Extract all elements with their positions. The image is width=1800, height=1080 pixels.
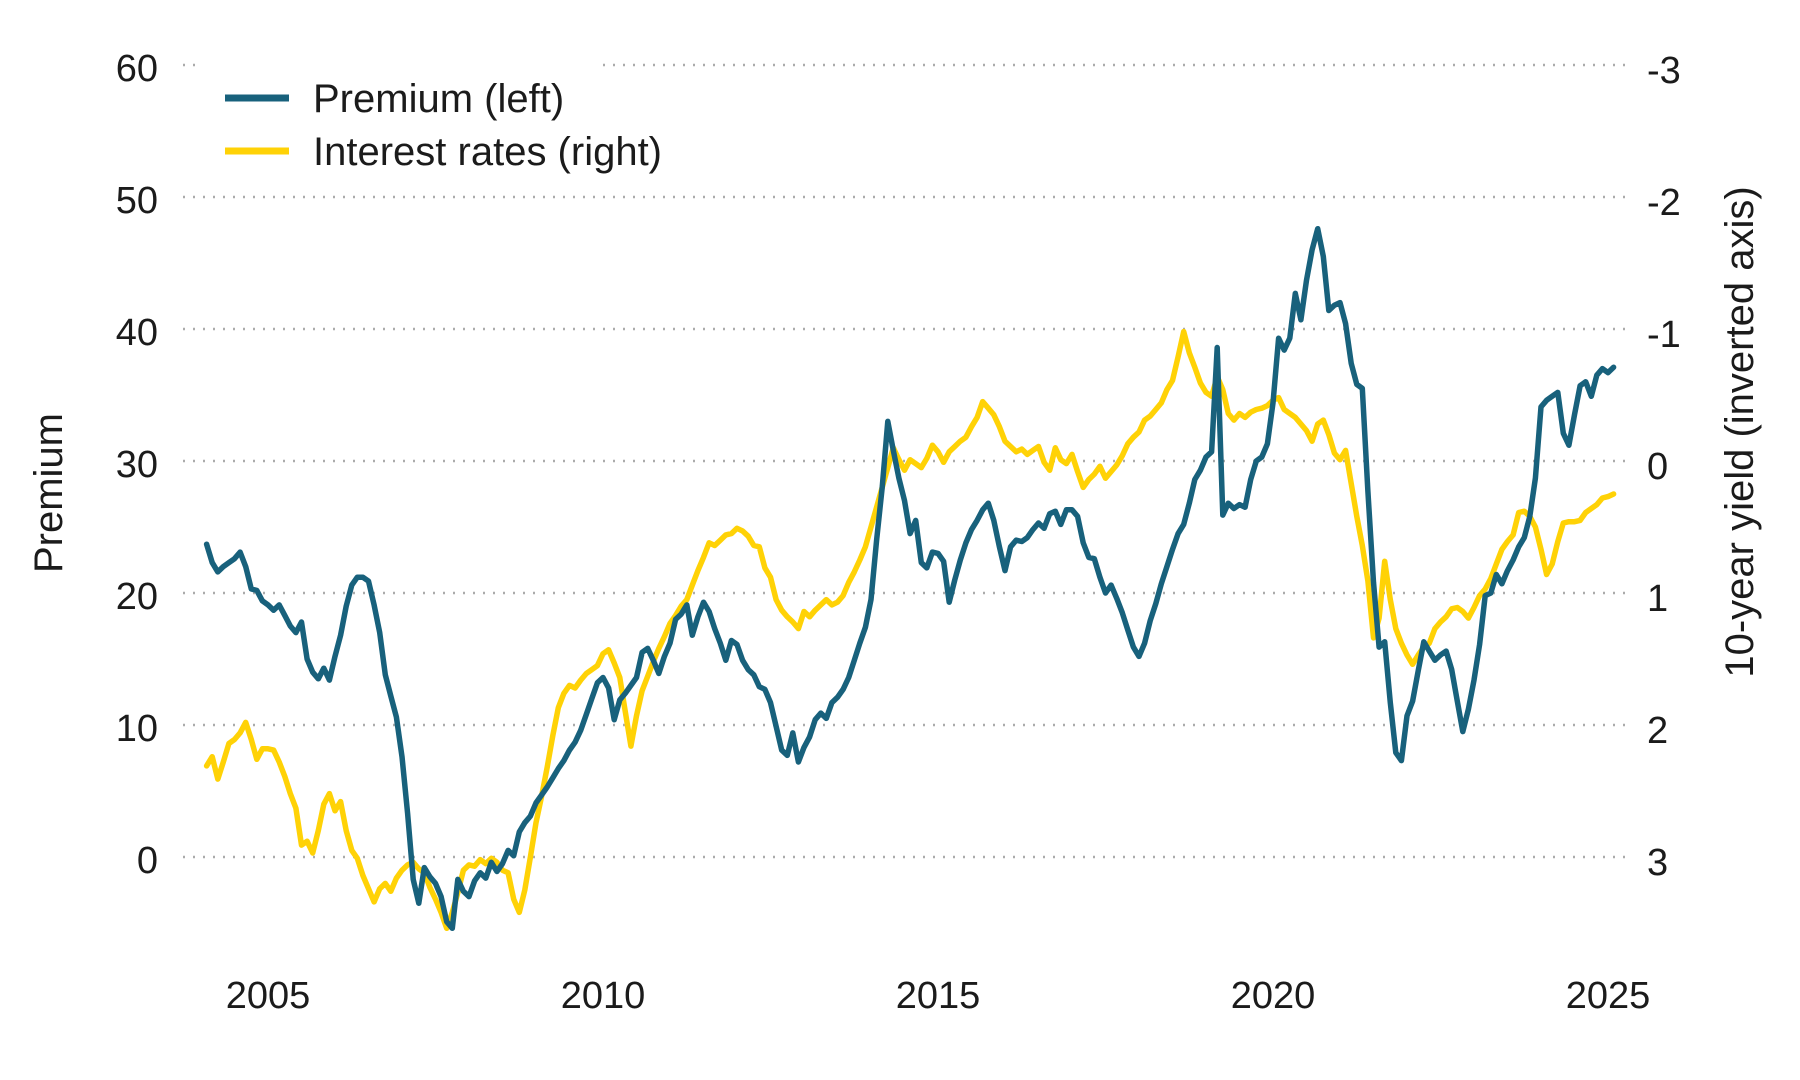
left-axis-tick-label: 0 [137,840,158,882]
x-axis-tick-label: 2025 [1566,975,1651,1017]
legend-label-premium: Premium (left) [313,77,564,121]
right-axis-title: 10-year yield (inverted axis) [1718,186,1762,677]
left-axis-tick-label: 20 [116,576,158,618]
series-lines [203,225,1617,932]
legend-background [200,55,602,179]
x-axis-tick-label: 2005 [226,975,311,1017]
right-axis-tick-label: 0 [1647,446,1668,488]
right-axis-tick-label: -2 [1647,182,1681,224]
left-axis-tick-label: 50 [116,180,158,222]
x-axis-tick-label: 2015 [896,975,981,1017]
right-axis-tick-label: -3 [1647,50,1681,92]
interest-rates-line [203,328,1617,932]
x-axis-tick-label: 2020 [1231,975,1316,1017]
left-axis-tick-label: 30 [116,444,158,486]
left-axis-tick-label: 60 [116,48,158,90]
right-axis-tick-label: 2 [1647,710,1668,752]
right-axis-tick-label: 1 [1647,578,1668,620]
legend: Premium (left) Interest rates (right) [200,55,662,179]
x-axis-tick-label: 2010 [561,975,646,1017]
right-axis-tick-label: -1 [1647,314,1681,356]
left-axis-tick-label: 40 [116,312,158,354]
left-axis-tick-label: 10 [116,708,158,750]
premium-line [203,225,1617,932]
right-axis-tick-label: 3 [1647,842,1668,884]
legend-label-interest-rates: Interest rates (right) [313,130,662,174]
left-axis-title: Premium [27,413,71,573]
